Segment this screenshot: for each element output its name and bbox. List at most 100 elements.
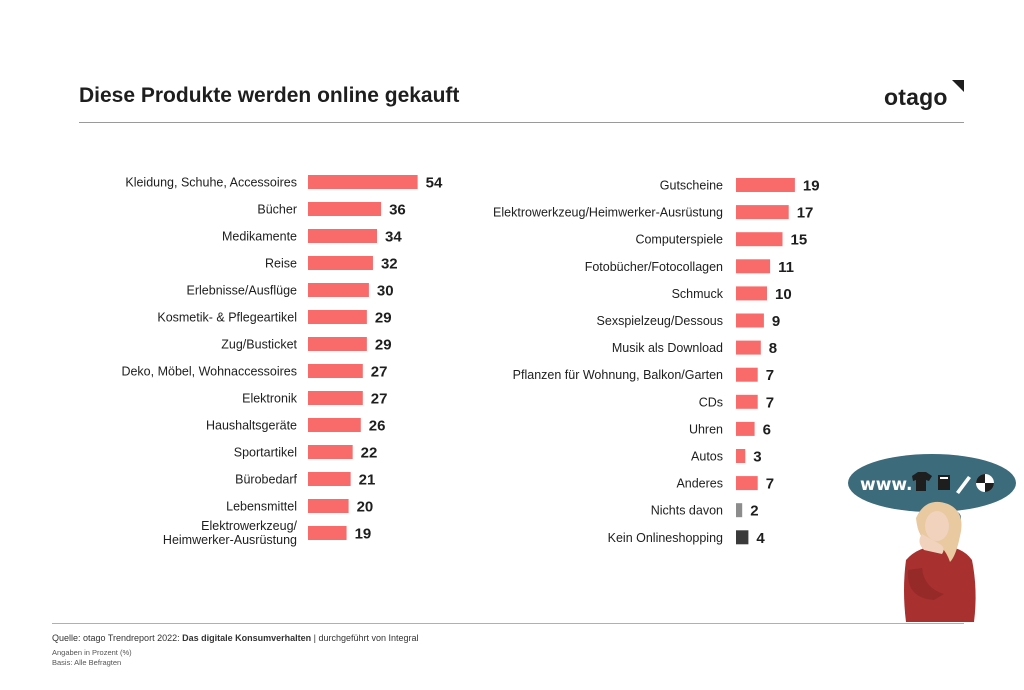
bar bbox=[736, 476, 758, 491]
category-label: Sportartikel bbox=[234, 446, 297, 460]
bar bbox=[308, 337, 367, 351]
category-label: Gutscheine bbox=[660, 179, 723, 193]
bar bbox=[308, 175, 418, 189]
bubble-www-text: www. bbox=[860, 475, 913, 495]
value-label: 11 bbox=[778, 259, 794, 276]
value-label: 20 bbox=[357, 499, 374, 516]
value-label: 9 bbox=[772, 313, 780, 330]
value-label: 19 bbox=[355, 526, 372, 543]
category-label: Schmuck bbox=[672, 287, 724, 301]
value-label: 7 bbox=[766, 394, 774, 411]
category-label: Bücher bbox=[257, 203, 297, 217]
value-label: 32 bbox=[381, 256, 398, 273]
category-label: Medikamente bbox=[222, 230, 297, 244]
chart-title: Diese Produkte werden online gekauft bbox=[79, 84, 460, 107]
bar bbox=[308, 499, 349, 513]
category-label: Erlebnisse/Ausflüge bbox=[187, 284, 298, 298]
footer-divider bbox=[52, 623, 964, 624]
value-label: 29 bbox=[375, 310, 392, 327]
value-label: 7 bbox=[766, 476, 774, 493]
thought-bubble bbox=[848, 454, 1016, 512]
bar bbox=[308, 364, 363, 378]
value-label: 27 bbox=[371, 391, 388, 408]
bar bbox=[736, 178, 795, 192]
bar bbox=[736, 286, 767, 301]
category-label: Musik als Download bbox=[612, 341, 723, 355]
category-label: Elektronik bbox=[242, 392, 298, 406]
category-label: Kein Onlineshopping bbox=[608, 531, 723, 545]
woman-thinking-illustration: www. bbox=[848, 454, 1016, 622]
category-label: Anderes bbox=[676, 477, 723, 491]
value-label: 7 bbox=[766, 367, 774, 384]
bar bbox=[736, 394, 758, 409]
bar bbox=[308, 283, 369, 297]
sweater bbox=[904, 546, 976, 622]
otago-logo: otago bbox=[884, 84, 948, 110]
bar bbox=[308, 229, 378, 243]
value-label: 4 bbox=[756, 530, 765, 547]
beach-ball-icon bbox=[976, 474, 994, 492]
value-label: 10 bbox=[775, 286, 792, 303]
value-label: 2 bbox=[750, 503, 758, 520]
category-label: Lebensmittel bbox=[226, 500, 297, 514]
arm bbox=[907, 568, 944, 600]
unit-note: Angaben in Prozent (%) bbox=[52, 648, 132, 657]
bar bbox=[736, 340, 761, 355]
value-label: 29 bbox=[375, 337, 392, 354]
value-label: 8 bbox=[769, 340, 777, 357]
bar bbox=[736, 503, 743, 518]
value-label: 15 bbox=[791, 232, 808, 249]
bar bbox=[308, 472, 351, 486]
category-label: Elektrowerkzeug/Heimwerker-Ausrüstung bbox=[163, 519, 298, 547]
value-label: 30 bbox=[377, 283, 394, 300]
header-divider bbox=[79, 122, 964, 123]
category-label: Kleidung, Schuhe, Accessoires bbox=[125, 176, 297, 190]
value-label: 3 bbox=[753, 449, 761, 466]
bar bbox=[308, 526, 347, 540]
bar bbox=[308, 310, 367, 324]
category-label: Sexspielzeug/Dessous bbox=[597, 314, 723, 328]
bar bbox=[308, 418, 361, 432]
value-label: 21 bbox=[359, 472, 376, 489]
logo-corner-mark-icon bbox=[952, 80, 964, 92]
value-label: 22 bbox=[361, 445, 378, 462]
bar bbox=[308, 256, 373, 270]
bar bbox=[308, 445, 353, 459]
bar bbox=[736, 205, 789, 220]
category-label: Deko, Möbel, Wohnaccessoires bbox=[121, 365, 297, 379]
bar bbox=[308, 202, 382, 216]
source-note: Quelle: otago Trendreport 2022: Das digi… bbox=[52, 633, 419, 643]
category-label: Pflanzen für Wohnung, Balkon/Garten bbox=[513, 368, 723, 382]
pen-icon bbox=[956, 476, 971, 494]
category-label: Elektrowerkzeug/Heimwerker-Ausrüstung bbox=[493, 206, 723, 220]
category-label: Computerspiele bbox=[635, 233, 723, 247]
category-label: Uhren bbox=[689, 422, 723, 436]
category-label: Bürobedarf bbox=[235, 473, 297, 487]
hand bbox=[919, 534, 944, 554]
category-label: Nichts davon bbox=[651, 504, 723, 518]
category-label: Autos bbox=[691, 450, 723, 464]
category-label: Zug/Busticket bbox=[221, 338, 297, 352]
category-label: Fotobücher/Fotocollagen bbox=[585, 260, 723, 274]
bar bbox=[308, 391, 363, 405]
bar bbox=[736, 421, 755, 436]
book-icon bbox=[938, 475, 950, 490]
bar bbox=[736, 449, 746, 463]
value-label: 19 bbox=[803, 178, 820, 195]
category-label: CDs bbox=[699, 395, 723, 409]
category-label: Kosmetik- & Pflegeartikel bbox=[157, 311, 297, 325]
category-label: Reise bbox=[265, 257, 297, 271]
value-label: 6 bbox=[763, 421, 771, 438]
bar bbox=[736, 530, 749, 545]
face bbox=[925, 511, 949, 541]
bar bbox=[736, 259, 771, 274]
base-note: Basis: Alle Befragten bbox=[52, 658, 122, 667]
value-label: 54 bbox=[426, 175, 443, 192]
category-label: Haushaltsgeräte bbox=[206, 419, 297, 433]
value-label: 26 bbox=[369, 418, 386, 435]
tshirt-icon bbox=[912, 472, 932, 491]
bar bbox=[736, 367, 758, 382]
value-label: 34 bbox=[385, 229, 402, 246]
bar bbox=[736, 313, 764, 328]
